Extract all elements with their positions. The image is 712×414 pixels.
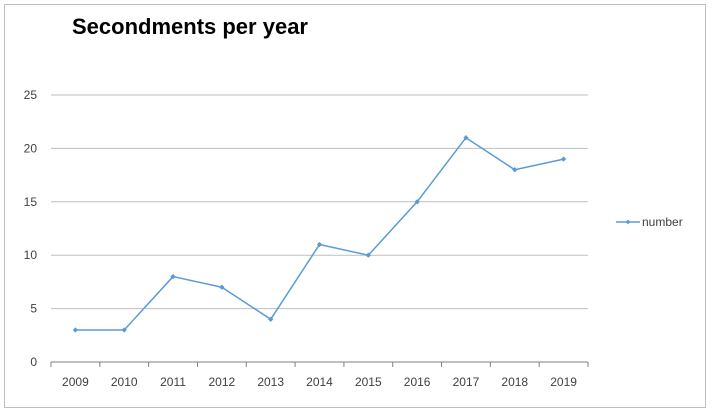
data-point-2010 xyxy=(121,327,127,333)
x-tick-label-2015: 2015 xyxy=(355,375,382,389)
x-tick-label-2013: 2013 xyxy=(257,375,284,389)
x-tick-label-2018: 2018 xyxy=(501,375,528,389)
y-tick-label-0: 0 xyxy=(30,355,37,369)
data-point-2018 xyxy=(512,167,518,173)
series-layer xyxy=(72,134,567,333)
series-line-number xyxy=(75,136,564,331)
data-point-2011 xyxy=(170,273,176,280)
x-tick-label-2012: 2012 xyxy=(209,375,236,389)
data-point-2015 xyxy=(365,252,372,258)
x-tick-label-2016: 2016 xyxy=(404,375,431,389)
legend-swatch-marker xyxy=(625,219,631,225)
x-tick-label-2019: 2019 xyxy=(550,375,577,389)
chart-title: Secondments per year xyxy=(72,14,308,39)
legend-label-number: number xyxy=(642,215,683,229)
legend: number xyxy=(616,215,683,229)
y-tick-label-10: 10 xyxy=(24,248,38,262)
data-point-2009 xyxy=(72,327,79,333)
y-tick-label-20: 20 xyxy=(24,141,38,155)
x-tick-label-2014: 2014 xyxy=(306,375,333,389)
data-point-2012 xyxy=(219,284,225,290)
data-point-2019 xyxy=(560,156,567,162)
x-tick-label-2011: 2011 xyxy=(160,375,186,389)
axes xyxy=(50,361,589,367)
x-axis-ticks: 2009 2010 2011 2012 2013 2014 2015 2016 2017 2018… xyxy=(62,375,577,389)
data-point-2016 xyxy=(414,199,420,205)
x-tick-label-2009: 2009 xyxy=(62,375,89,389)
gridlines xyxy=(51,94,588,310)
data-point-2014 xyxy=(316,241,323,248)
y-tick-label-25: 25 xyxy=(24,88,38,102)
y-axis-ticks: 0 5 10 15 20 25 xyxy=(24,88,38,369)
y-tick-label-15: 15 xyxy=(24,195,38,209)
x-tick-label-2010: 2010 xyxy=(111,375,138,389)
data-point-2017 xyxy=(463,134,469,141)
x-tick-label-2017: 2017 xyxy=(453,375,480,389)
data-point-2013 xyxy=(267,316,274,323)
y-tick-label-5: 5 xyxy=(30,302,37,316)
chart-frame xyxy=(4,4,706,408)
